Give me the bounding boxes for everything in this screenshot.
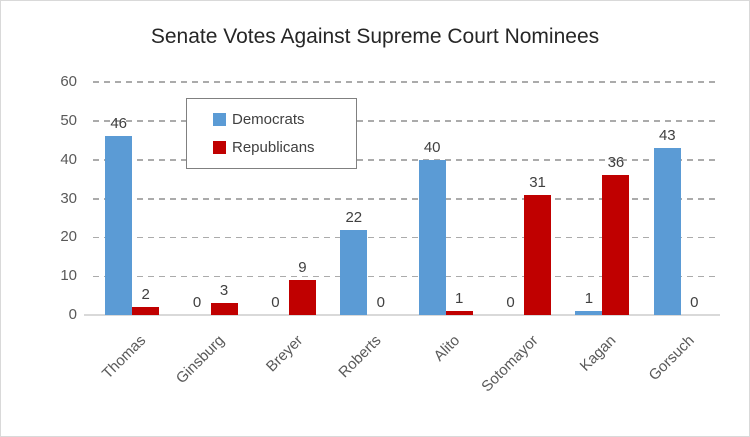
bar-value-label: 1 [455,290,464,308]
bar-value-label: 9 [298,259,307,277]
gridline [93,197,720,200]
legend-entry-democrats: Democrats [213,111,356,128]
y-axis-tick-label: 0 [68,306,77,323]
bar-value-label: 0 [271,294,280,311]
y-axis-tick-label: 10 [60,267,77,285]
x-axis-category-label: Ginsburg [172,332,228,388]
chart-title: Senate Votes Against Supreme Court Nomin… [150,25,600,48]
bar-value-label: 0 [192,294,202,311]
republicans-swatch-icon [213,141,226,155]
bar-value-label: 0 [690,294,699,311]
x-axis-category-label: Gorsuch [645,332,698,385]
y-axis-tick-label: 20 [60,228,77,246]
bar-republicans-thomas [132,307,160,315]
y-axis-tick-label: 40 [60,150,77,168]
bar-value-label: 0 [506,294,515,311]
bar-value-label: 43 [658,127,676,145]
bar-republicans-breyer [288,280,316,315]
bar-value-label: 1 [584,290,594,308]
bar-democrats-roberts [340,229,368,315]
y-axis-tick-label: 30 [60,189,77,207]
bar-republicans-alito [445,311,473,315]
category-alito: 40 1 [407,82,485,315]
bar-republicans-sotomayor [524,194,552,315]
y-axis-tick-label: 50 [60,111,77,129]
gridline [93,81,720,83]
category-sotomayor: 0 31 [485,82,563,315]
x-axis-category-label: Thomas [98,332,150,383]
bar-value-label: 0 [376,294,385,311]
bar-democrats-alito [418,159,446,315]
plot-area: 46 2 0 3 0 9 22 0 40 1 0 31 1 36 43 0 [84,81,720,316]
category-roberts: 22 0 [328,82,406,315]
legend-label-democrats: Democrats [232,110,305,128]
bar-value-label: 46 [110,115,128,133]
category-thomas: 46 2 [93,82,171,315]
x-axis-category-label: Breyer [262,332,306,376]
bar-republicans-kagan [602,175,630,315]
legend-entry-republicans: Republicans [213,139,356,156]
bar-value-label: 2 [141,286,150,304]
bar-democrats-thomas [105,136,133,315]
bar-value-label: 3 [219,282,229,300]
x-axis-category-label: Sotomayor [477,332,542,396]
bar-value-label: 31 [529,173,546,191]
bar-republicans-ginsburg [210,303,238,315]
bar-value-label: 40 [423,138,441,156]
bar-value-label: 22 [345,208,363,226]
legend: Democrats Republicans [186,98,357,169]
category-gorsuch: 43 0 [642,82,720,315]
gridline [93,159,720,161]
x-axis-line [84,314,720,316]
gridline [93,120,720,122]
gridline [93,236,720,239]
x-axis-category-label: Kagan [576,332,620,375]
bar-democrats-kagan [575,311,603,315]
y-axis-tick-label: 60 [60,73,77,90]
bar-democrats-gorsuch [653,148,681,315]
democrats-swatch-icon [213,112,226,126]
x-axis-category-label: Roberts [335,332,385,382]
legend-label-republicans: Republicans [232,139,315,157]
x-axis-category-label: Alito [430,332,463,365]
category-kagan: 1 36 [563,82,641,315]
bar-value-label: 36 [607,154,625,172]
gridline [93,275,720,278]
